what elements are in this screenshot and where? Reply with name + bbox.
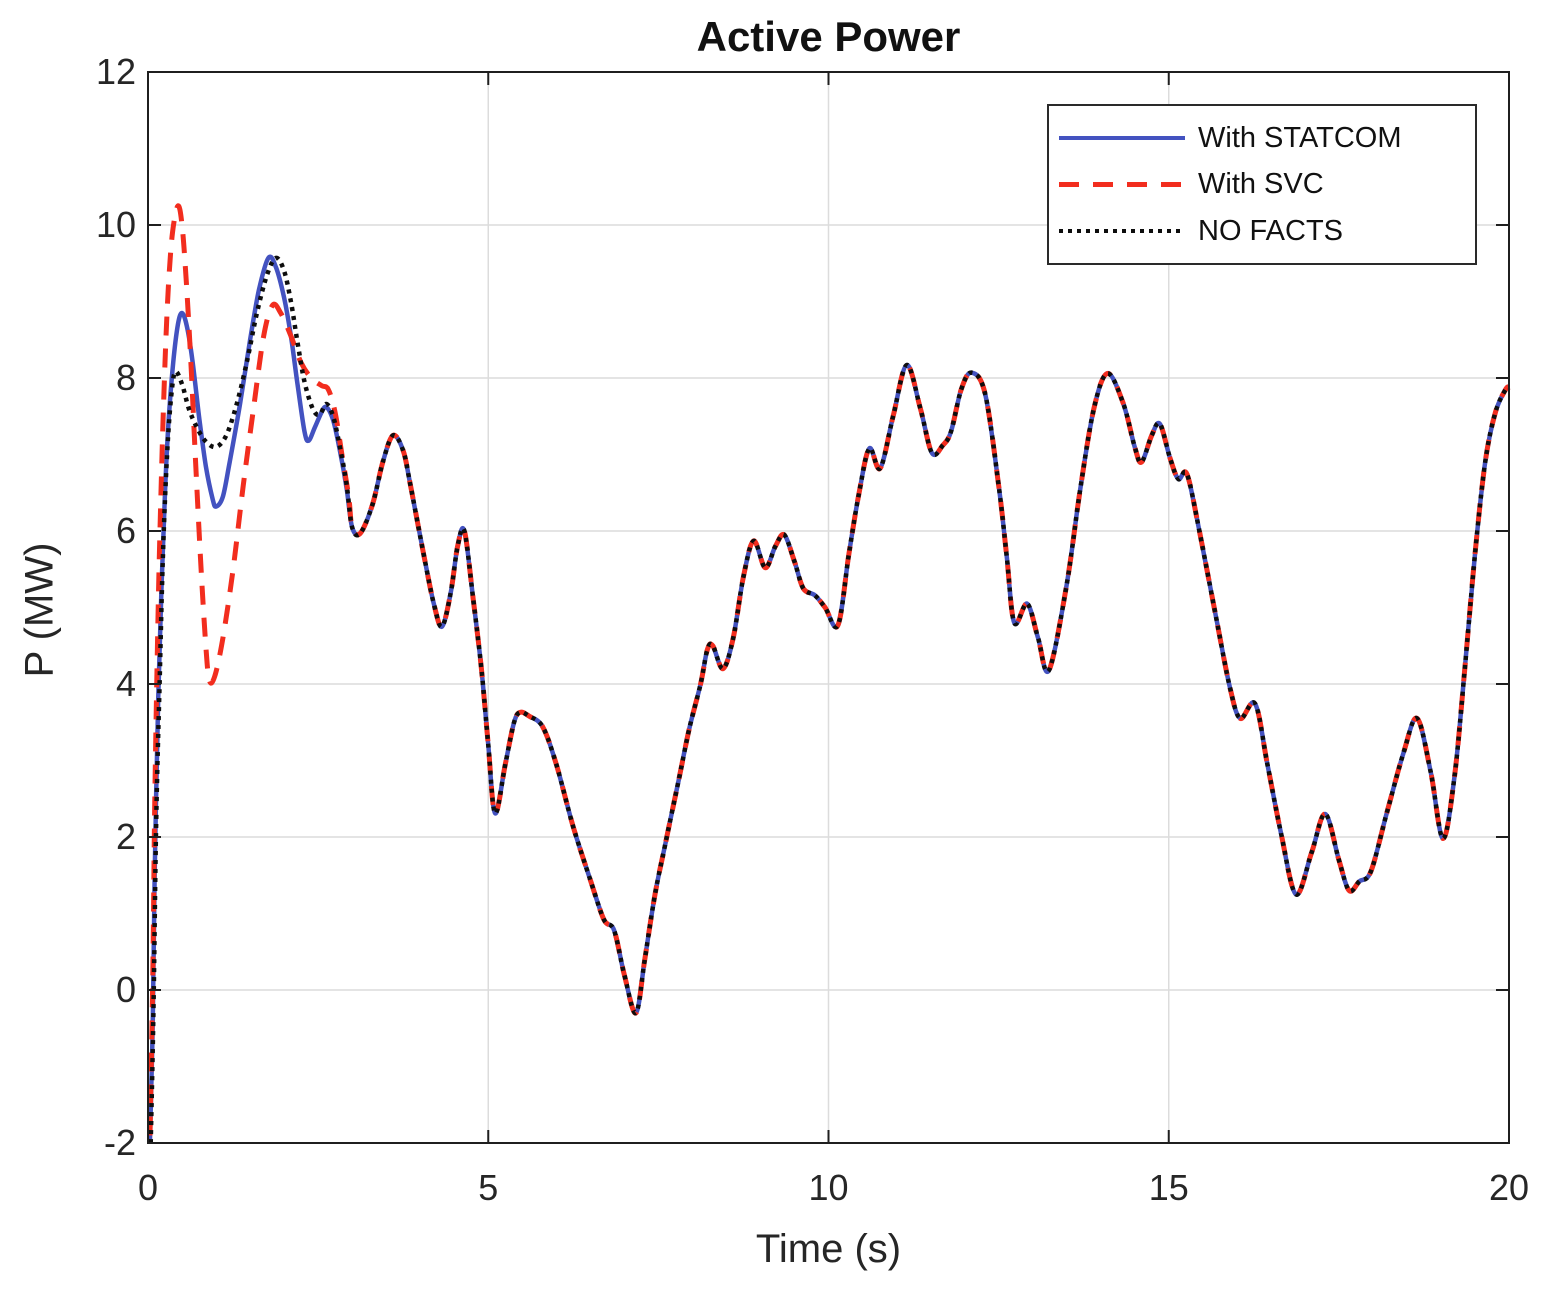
legend-line-sample-dashed <box>1059 182 1185 187</box>
x-tick-label: 15 <box>1148 1167 1189 1208</box>
legend-line-sample-dotted <box>1059 228 1185 234</box>
y-tick-label: 10 <box>95 204 136 245</box>
legend-label: With STATCOM <box>1198 121 1402 154</box>
y-tick-label: 4 <box>115 663 136 704</box>
x-tick-label: 5 <box>478 1167 499 1208</box>
y-tick-label: 12 <box>95 51 136 92</box>
y-tick-label: 8 <box>115 357 136 398</box>
legend-item-with-svc: With SVC <box>1059 168 1465 201</box>
legend: With STATCOM With SVC NO FACTS <box>1047 104 1477 265</box>
series-line-no-facts <box>148 255 1511 1144</box>
y-tick-label: -2 <box>103 1122 136 1163</box>
y-axis-label: P (MW) <box>17 542 62 678</box>
y-tick-label: 2 <box>115 816 136 857</box>
legend-item-with-statcom: With STATCOM <box>1059 122 1465 155</box>
x-tick-label: 0 <box>137 1167 159 1208</box>
series-line-with-svc <box>147 203 1511 1136</box>
legend-label: With SVC <box>1198 168 1324 200</box>
x-axis-label: Time (s) <box>755 1227 902 1271</box>
x-tick-label: 20 <box>1488 1167 1530 1208</box>
y-tick-label: 0 <box>115 969 136 1010</box>
y-tick-label: 6 <box>115 510 136 551</box>
x-tick-label: 10 <box>808 1167 849 1208</box>
legend-item-no-facts: NO FACTS <box>1059 215 1465 248</box>
legend-line-sample-solid <box>1059 136 1185 140</box>
chart-title: Active Power <box>696 13 961 60</box>
legend-label: NO FACTS <box>1198 214 1344 247</box>
series-line-with-statcom <box>147 254 1511 1140</box>
